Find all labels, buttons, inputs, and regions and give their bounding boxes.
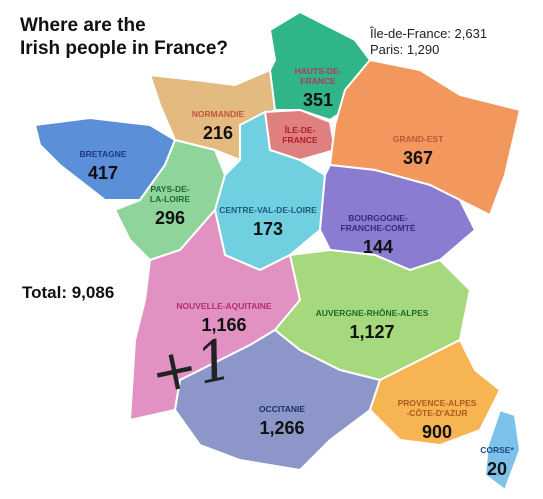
- region-name: AUVERGNE-RHÔNE-ALPES: [316, 307, 429, 318]
- note: Île-de-France: 2,631: [369, 26, 487, 41]
- region-name: -CÔTE-D'AZUR: [406, 407, 467, 418]
- region-value: 1,166: [201, 315, 246, 335]
- region-name: PAYS-DE-: [150, 184, 189, 194]
- region-name: GRAND-EST: [393, 134, 444, 144]
- region-shape: [368, 338, 502, 447]
- region-name: LA-LOIRE: [150, 194, 190, 204]
- region-name: FRANCE: [300, 76, 336, 86]
- title: Irish people in France?: [20, 38, 228, 59]
- region-value: 216: [203, 123, 233, 143]
- region-value: 296: [155, 208, 185, 228]
- region-name: FRANCE: [282, 135, 318, 145]
- region-name: NORMANDIE: [192, 109, 245, 119]
- region-name: OCCITANIE: [259, 404, 305, 414]
- region-value: 144: [363, 237, 393, 257]
- region-value: 351: [303, 90, 333, 110]
- region-shape: [483, 408, 522, 492]
- note: Paris: 1,290: [370, 42, 439, 57]
- region-name: FRANCHE-COMTÉ: [340, 223, 415, 233]
- region-value: 173: [253, 219, 283, 239]
- region-value: 367: [403, 148, 433, 168]
- region-name: BOURGOGNE-: [348, 213, 408, 223]
- region-name: NOUVELLE-AQUITAINE: [176, 301, 272, 311]
- total: Total: 9,086: [22, 283, 114, 302]
- regions: [33, 10, 522, 492]
- region-value: 900: [422, 422, 452, 442]
- region-value: 1,266: [259, 418, 304, 438]
- title: Where are the: [20, 15, 146, 36]
- region-name: PROVENCE-ALPES: [398, 398, 477, 408]
- region-name: BRETAGNE: [79, 149, 126, 159]
- region-name: CENTRE-VAL-DE-LOIRE: [219, 205, 317, 215]
- region-name: HAUTS-DE-: [295, 66, 342, 76]
- region-value: 1,127: [349, 322, 394, 342]
- region-name: CORSE*: [480, 445, 514, 455]
- region-value: 417: [88, 163, 118, 183]
- region-value: 20: [487, 459, 507, 479]
- region-name: ÎLE-DE-: [284, 124, 316, 135]
